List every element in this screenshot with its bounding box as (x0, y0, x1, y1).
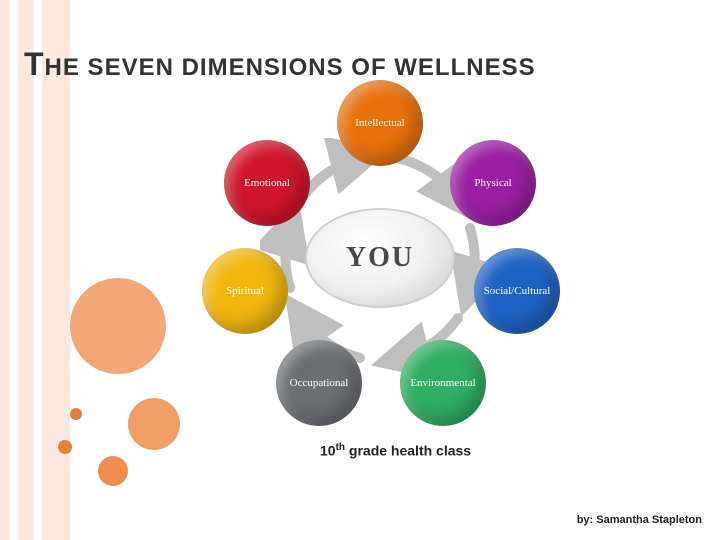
dimension-label: Spiritual (222, 285, 268, 297)
byline: by: Samantha Stapleton (577, 514, 702, 526)
dot-icon (98, 456, 128, 486)
center-label: YOU (346, 242, 414, 274)
subtitle-prefix: 10 (320, 443, 336, 459)
subtitle-rest: grade health class (345, 443, 471, 459)
dimension-label: Social/Cultural (480, 285, 555, 297)
page-title: THE SEVEN DIMENSIONS OF WELLNESS (24, 46, 536, 83)
dot-icon (128, 398, 180, 450)
dimension-label: Environmental (406, 377, 479, 389)
bg-stripe (0, 0, 10, 540)
dimension-label: Emotional (240, 177, 294, 189)
dot-icon (70, 408, 82, 420)
dimension-node: Social/Cultural (474, 248, 560, 334)
dimension-label: Intellectual (351, 117, 408, 129)
dimension-label: Physical (470, 177, 515, 189)
dimension-node: Spiritual (202, 248, 288, 334)
dot-icon (58, 440, 72, 454)
wellness-diagram: YOU IntellectualPhysicalSocial/CulturalE… (210, 88, 550, 428)
title-rest: HE SEVEN DIMENSIONS OF WELLNESS (45, 54, 536, 81)
subtitle-sup: th (336, 442, 345, 453)
subtitle: 10th grade health class (320, 442, 471, 459)
dimension-node: Intellectual (337, 80, 423, 166)
dot-icon (70, 278, 166, 374)
dimension-label: Occupational (286, 377, 353, 389)
dimension-node: Environmental (400, 340, 486, 426)
title-first-char: T (24, 46, 45, 82)
dimension-node: Emotional (224, 140, 310, 226)
center-you: YOU (305, 208, 455, 308)
dimension-node: Occupational (276, 340, 362, 426)
dimension-node: Physical (450, 140, 536, 226)
